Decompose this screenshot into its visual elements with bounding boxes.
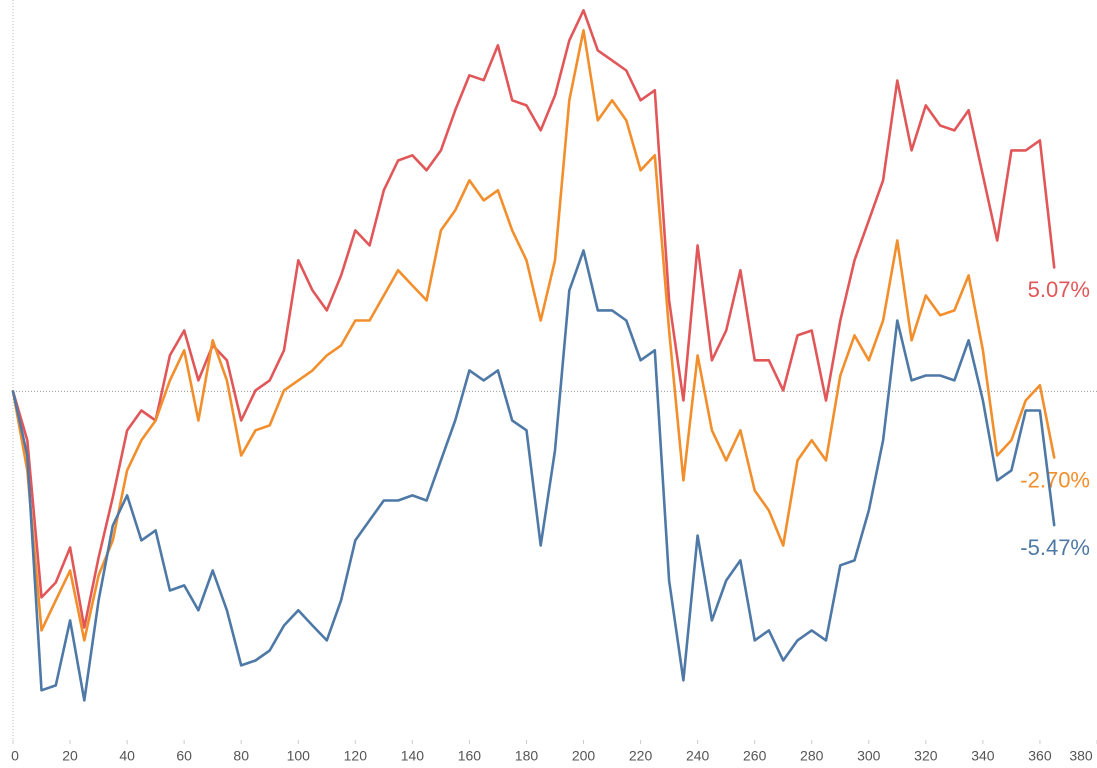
x-tick-label: 240 [686,748,710,764]
x-tick-label: 380 [1069,748,1093,764]
x-tick-label: 140 [401,748,425,764]
x-tick-label: 280 [800,748,824,764]
x-tick-label: 20 [62,748,78,764]
end-label: 5.07% [1028,277,1090,302]
x-tick-label: 260 [743,748,767,764]
end-label: -5.47% [1020,535,1090,560]
x-tick-label: 320 [914,748,938,764]
x-tick-label: 80 [233,748,249,764]
x-tick-label: 200 [572,748,596,764]
line-series [11,28,1056,642]
x-tick-label: 300 [857,748,881,764]
x-tick-label: 160 [458,748,482,764]
x-tick-label: 60 [176,748,192,764]
line-series [11,249,1056,702]
x-tick-label: 120 [344,748,368,764]
x-tick-label: 180 [515,748,539,764]
end-label: -2.70% [1020,467,1090,492]
x-tick-label: 360 [1028,748,1052,764]
x-tick-label: 340 [971,748,995,764]
x-tick-label: 0 [11,748,19,764]
x-tick-label: 100 [287,748,311,764]
x-tick-label: 220 [629,748,653,764]
line-series [11,9,1056,629]
x-tick-label: 40 [119,748,135,764]
